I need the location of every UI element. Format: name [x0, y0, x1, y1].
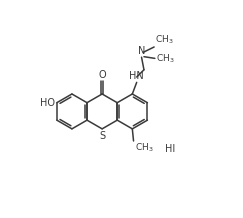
- Text: HN: HN: [129, 71, 144, 81]
- Text: HO: HO: [40, 98, 55, 108]
- Text: CH$_3$: CH$_3$: [135, 142, 153, 154]
- Text: O: O: [98, 70, 106, 80]
- Text: S: S: [99, 131, 105, 141]
- Text: CH$_3$: CH$_3$: [156, 52, 175, 65]
- Text: HI: HI: [165, 144, 175, 154]
- Text: CH$_3$: CH$_3$: [155, 34, 174, 46]
- Text: N: N: [138, 46, 145, 56]
